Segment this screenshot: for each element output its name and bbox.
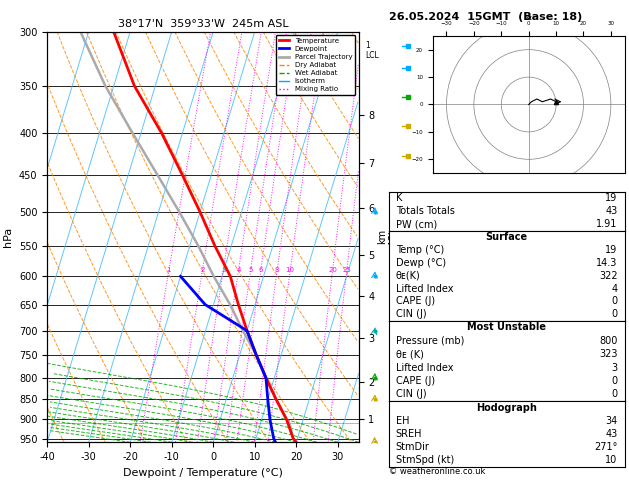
X-axis label: Dewpoint / Temperature (°C): Dewpoint / Temperature (°C)	[123, 468, 283, 478]
Text: 3: 3	[611, 363, 618, 373]
Text: Lifted Index: Lifted Index	[396, 363, 454, 373]
Text: Surface: Surface	[486, 232, 528, 243]
Text: 1
LCL: 1 LCL	[365, 41, 379, 60]
Text: 3: 3	[221, 267, 225, 274]
Text: 323: 323	[599, 349, 618, 359]
Text: 43: 43	[605, 207, 618, 216]
Text: 0: 0	[611, 376, 618, 386]
Text: 5: 5	[248, 267, 253, 274]
Text: 20: 20	[328, 267, 337, 274]
Text: StmSpd (kt): StmSpd (kt)	[396, 455, 454, 465]
Text: 271°: 271°	[594, 442, 618, 452]
Text: Most Unstable: Most Unstable	[467, 322, 546, 332]
Y-axis label: hPa: hPa	[3, 227, 13, 247]
Text: 10: 10	[286, 267, 294, 274]
Text: 1: 1	[167, 267, 171, 274]
Text: Lifted Index: Lifted Index	[396, 284, 454, 294]
Text: 4: 4	[611, 284, 618, 294]
Text: EH: EH	[396, 416, 409, 426]
Text: 800: 800	[599, 336, 618, 346]
X-axis label: kt: kt	[525, 15, 532, 21]
Text: Pressure (mb): Pressure (mb)	[396, 336, 464, 346]
Text: θᴇ(K): θᴇ(K)	[396, 271, 421, 281]
Text: CIN (J): CIN (J)	[396, 389, 426, 399]
Text: 43: 43	[605, 429, 618, 439]
Text: 6: 6	[259, 267, 263, 274]
Text: CAPE (J): CAPE (J)	[396, 296, 435, 307]
Text: 2: 2	[200, 267, 204, 274]
Title: 38°17'N  359°33'W  245m ASL: 38°17'N 359°33'W 245m ASL	[118, 19, 288, 30]
Text: Totals Totals: Totals Totals	[396, 207, 455, 216]
Text: Dewp (°C): Dewp (°C)	[396, 258, 446, 268]
Text: θᴇ (K): θᴇ (K)	[396, 349, 424, 359]
Text: 8: 8	[275, 267, 279, 274]
Text: 322: 322	[599, 271, 618, 281]
Text: 4: 4	[237, 267, 241, 274]
Text: CAPE (J): CAPE (J)	[396, 376, 435, 386]
Text: K: K	[396, 193, 402, 204]
Text: 10: 10	[605, 455, 618, 465]
Text: © weatheronline.co.uk: © weatheronline.co.uk	[389, 467, 485, 476]
Text: StmDir: StmDir	[396, 442, 430, 452]
Text: 1.91: 1.91	[596, 219, 618, 229]
Text: 19: 19	[605, 245, 618, 255]
Text: PW (cm): PW (cm)	[396, 219, 437, 229]
Text: 19: 19	[605, 193, 618, 204]
Text: 26.05.2024  15GMT  (Base: 18): 26.05.2024 15GMT (Base: 18)	[389, 12, 582, 22]
Legend: Temperature, Dewpoint, Parcel Trajectory, Dry Adiabat, Wet Adiabat, Isotherm, Mi: Temperature, Dewpoint, Parcel Trajectory…	[276, 35, 355, 95]
Text: 34: 34	[605, 416, 618, 426]
Text: 25: 25	[342, 267, 351, 274]
Text: 0: 0	[611, 296, 618, 307]
Text: 0: 0	[611, 309, 618, 319]
Text: Temp (°C): Temp (°C)	[396, 245, 444, 255]
Text: 14.3: 14.3	[596, 258, 618, 268]
Text: SREH: SREH	[396, 429, 422, 439]
Text: CIN (J): CIN (J)	[396, 309, 426, 319]
Text: 0: 0	[611, 389, 618, 399]
Text: Hodograph: Hodograph	[476, 402, 537, 413]
Y-axis label: km
ASL: km ASL	[377, 228, 399, 246]
